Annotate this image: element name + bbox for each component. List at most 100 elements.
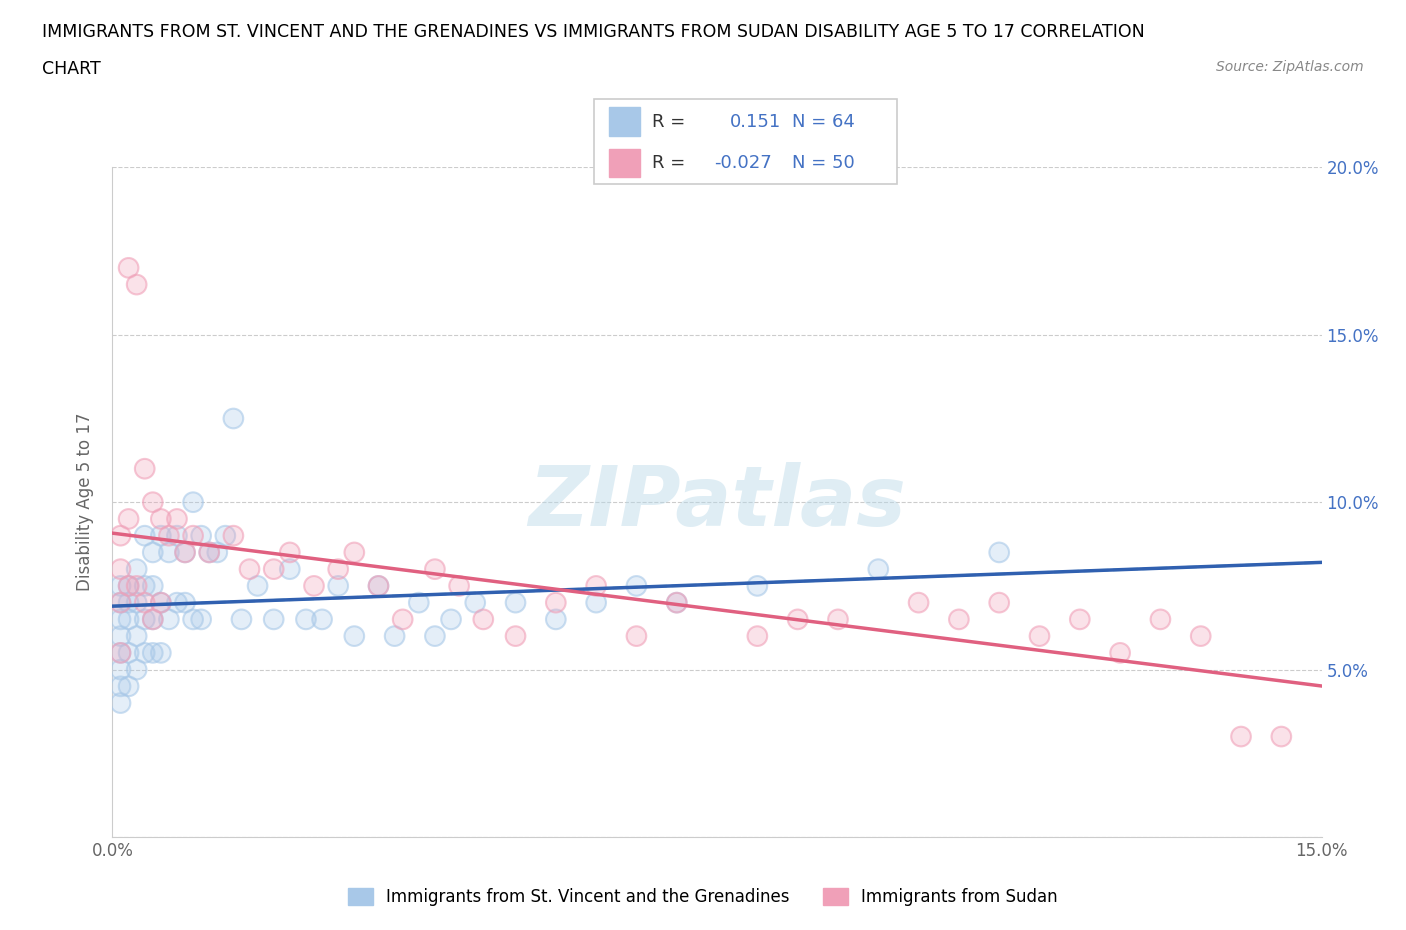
- Point: [198, 545, 221, 560]
- Point: [125, 562, 148, 577]
- Point: [149, 595, 172, 610]
- Point: [367, 578, 389, 593]
- Point: [174, 545, 197, 560]
- Point: [222, 528, 245, 543]
- Point: [166, 512, 188, 526]
- Point: [786, 612, 808, 627]
- Point: [166, 528, 188, 543]
- Point: [110, 562, 132, 577]
- Point: [166, 595, 188, 610]
- Point: [868, 562, 890, 577]
- Point: [166, 512, 188, 526]
- Point: [343, 545, 366, 560]
- Point: [110, 662, 132, 677]
- Point: [142, 645, 165, 660]
- Point: [1270, 729, 1292, 744]
- Text: ZIPatlas: ZIPatlas: [529, 461, 905, 543]
- Point: [117, 578, 139, 593]
- Point: [238, 562, 260, 577]
- Point: [117, 595, 139, 610]
- Point: [157, 545, 180, 560]
- Point: [472, 612, 495, 627]
- Point: [134, 461, 156, 476]
- Point: [125, 562, 148, 577]
- Point: [464, 595, 486, 610]
- Point: [110, 645, 132, 660]
- Point: [142, 495, 165, 510]
- Point: [328, 562, 350, 577]
- Point: [149, 528, 172, 543]
- Point: [238, 562, 260, 577]
- Point: [1109, 645, 1132, 660]
- Point: [142, 612, 165, 627]
- Point: [117, 512, 139, 526]
- Point: [125, 629, 148, 644]
- Point: [1189, 629, 1212, 644]
- Point: [328, 578, 350, 593]
- Point: [198, 545, 221, 560]
- Point: [157, 545, 180, 560]
- Point: [665, 595, 688, 610]
- Point: [786, 612, 808, 627]
- Point: [110, 629, 132, 644]
- Point: [263, 612, 285, 627]
- Point: [117, 679, 139, 694]
- Point: [190, 612, 212, 627]
- Point: [157, 612, 180, 627]
- Point: [214, 528, 236, 543]
- Point: [472, 612, 495, 627]
- Point: [367, 578, 389, 593]
- Bar: [609, 107, 640, 136]
- Point: [149, 595, 172, 610]
- Point: [246, 578, 269, 593]
- Text: R =: R =: [652, 113, 686, 130]
- Point: [263, 562, 285, 577]
- Legend: Immigrants from St. Vincent and the Grenadines, Immigrants from Sudan: Immigrants from St. Vincent and the Gren…: [342, 881, 1064, 912]
- Y-axis label: Disability Age 5 to 17: Disability Age 5 to 17: [76, 413, 94, 591]
- Point: [449, 578, 471, 593]
- Point: [302, 578, 325, 593]
- Point: [110, 612, 132, 627]
- Point: [117, 578, 139, 593]
- Text: N = 50: N = 50: [792, 154, 855, 172]
- Point: [125, 662, 148, 677]
- Point: [125, 277, 148, 292]
- Point: [166, 595, 188, 610]
- Point: [665, 595, 688, 610]
- Point: [449, 578, 471, 593]
- Point: [988, 595, 1011, 610]
- Point: [142, 545, 165, 560]
- Point: [1270, 729, 1292, 744]
- Point: [868, 562, 890, 577]
- Point: [665, 595, 688, 610]
- Point: [423, 562, 446, 577]
- Point: [110, 696, 132, 711]
- Point: [263, 612, 285, 627]
- Point: [328, 578, 350, 593]
- Point: [626, 629, 648, 644]
- Point: [907, 595, 929, 610]
- Point: [311, 612, 333, 627]
- Point: [948, 612, 970, 627]
- Point: [278, 562, 301, 577]
- Point: [544, 595, 567, 610]
- Point: [423, 629, 446, 644]
- Point: [423, 562, 446, 577]
- Point: [222, 411, 245, 426]
- Point: [207, 545, 229, 560]
- Point: [142, 612, 165, 627]
- Point: [149, 645, 172, 660]
- Point: [142, 612, 165, 627]
- Point: [142, 645, 165, 660]
- Point: [827, 612, 849, 627]
- Point: [149, 595, 172, 610]
- Point: [988, 595, 1011, 610]
- Point: [110, 578, 132, 593]
- Point: [134, 612, 156, 627]
- Point: [117, 645, 139, 660]
- Point: [134, 528, 156, 543]
- Point: [384, 629, 406, 644]
- Text: N = 64: N = 64: [792, 113, 855, 130]
- Point: [125, 578, 148, 593]
- Point: [246, 578, 269, 593]
